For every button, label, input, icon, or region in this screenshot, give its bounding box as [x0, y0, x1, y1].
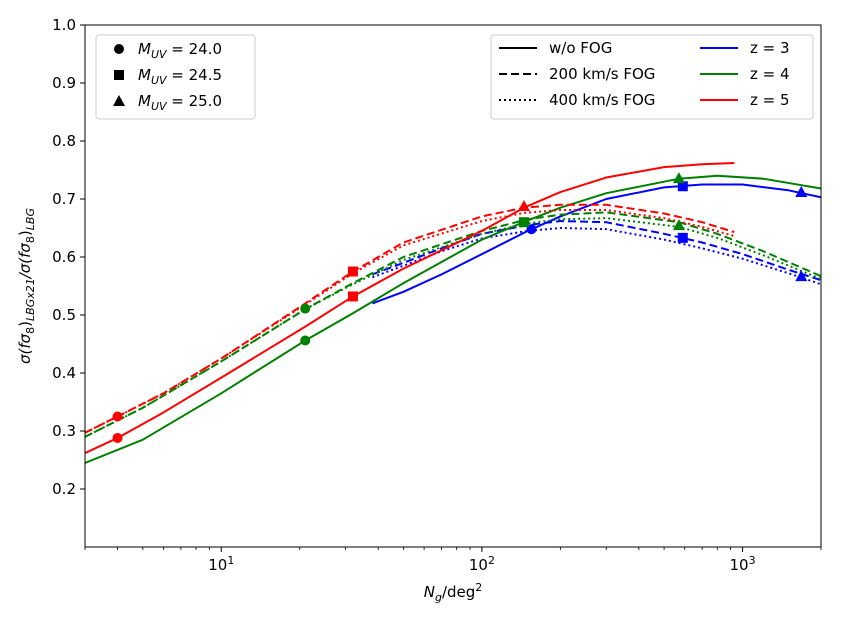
data-point-z4-triangle — [672, 219, 685, 231]
data-point-z3-circle — [526, 224, 537, 235]
legend-style-label: 400 km/s FOG — [549, 91, 655, 109]
data-point-z5-square — [347, 266, 358, 277]
y-tick-label: 0.5 — [52, 306, 76, 324]
series-line-z3-solid — [372, 183, 821, 305]
data-point-z5-circle — [112, 432, 123, 443]
legend-style-label: 200 km/s FOG — [549, 65, 655, 83]
legend-lines-box — [490, 34, 814, 120]
data-point-z5-square — [347, 291, 358, 302]
legend-color-label: z = 4 — [750, 65, 790, 83]
x-axis-label: Ng/deg2 — [424, 581, 483, 604]
y-axis-label: σ(fσ8)LBGx21/σ(fσ8)LBG — [16, 208, 37, 364]
legend-marker-circle — [114, 44, 124, 54]
series-line-z5-dotted — [85, 209, 735, 434]
legend-marker-label: MUV = 24.0 — [138, 40, 222, 61]
legend-marker-label: MUV = 25.0 — [138, 92, 222, 113]
data-point-z4-square — [518, 217, 529, 228]
series-line-z3-dashed — [372, 220, 821, 282]
y-tick-label: 0.4 — [52, 364, 76, 382]
legend-style-label: w/o FOG — [549, 39, 612, 57]
y-tick-label: 1.0 — [52, 16, 76, 34]
series-line-z5-dashed — [85, 203, 735, 434]
data-point-z3-square — [677, 181, 688, 192]
y-tick-label: 0.2 — [52, 480, 76, 498]
series-line-z4-solid — [85, 174, 821, 464]
plot-content — [85, 162, 821, 464]
data-point-z5-triangle — [517, 199, 530, 211]
series-line-z4-dotted — [85, 217, 821, 438]
x-tick-label: 103 — [729, 554, 755, 574]
legend-marker-square — [114, 70, 124, 80]
data-point-z4-circle — [300, 303, 311, 314]
axes-layer: 0.2 0.3 0.4 0.5 0.6 0.7 0.8 0.9 1.0 101 102 103 Ng/d… — [16, 16, 822, 604]
data-point-z3-square — [677, 232, 688, 243]
data-point-z5-circle — [112, 411, 123, 422]
y-tick-label: 0.8 — [52, 132, 76, 150]
legend-lines: w/o FOG 200 km/s FOG 400 km/s FOG z = 3 z = … — [490, 34, 814, 120]
legend-layer: MUV = 24.0 MUV = 24.5 MUV = 25.0 w/o FOG 200… — [95, 34, 814, 120]
legend-marker-label: MUV = 24.5 — [138, 66, 222, 87]
x-tick-label: 102 — [469, 554, 495, 574]
data-point-z4-circle — [300, 335, 311, 346]
y-tick-label: 0.6 — [52, 248, 76, 266]
series-line-z5-solid — [85, 162, 735, 454]
y-tick-label: 0.3 — [52, 422, 76, 440]
data-point-z3-triangle — [795, 270, 808, 282]
series-line-z4-dashed — [85, 211, 821, 438]
legend-color-label: z = 3 — [750, 39, 790, 57]
y-tick-label: 0.7 — [52, 190, 76, 208]
y-tick-label: 0.9 — [52, 74, 76, 92]
x-tick-label: 101 — [208, 554, 234, 574]
plot-frame — [84, 24, 822, 548]
legend-markers: MUV = 24.0 MUV = 24.5 MUV = 25.0 — [95, 34, 256, 120]
data-point-z3-triangle — [795, 186, 808, 198]
legend-marker-triangle — [113, 95, 125, 106]
data-point-z4-triangle — [672, 172, 685, 184]
legend-color-label: z = 5 — [750, 91, 790, 109]
legend-markers-box — [95, 34, 256, 120]
